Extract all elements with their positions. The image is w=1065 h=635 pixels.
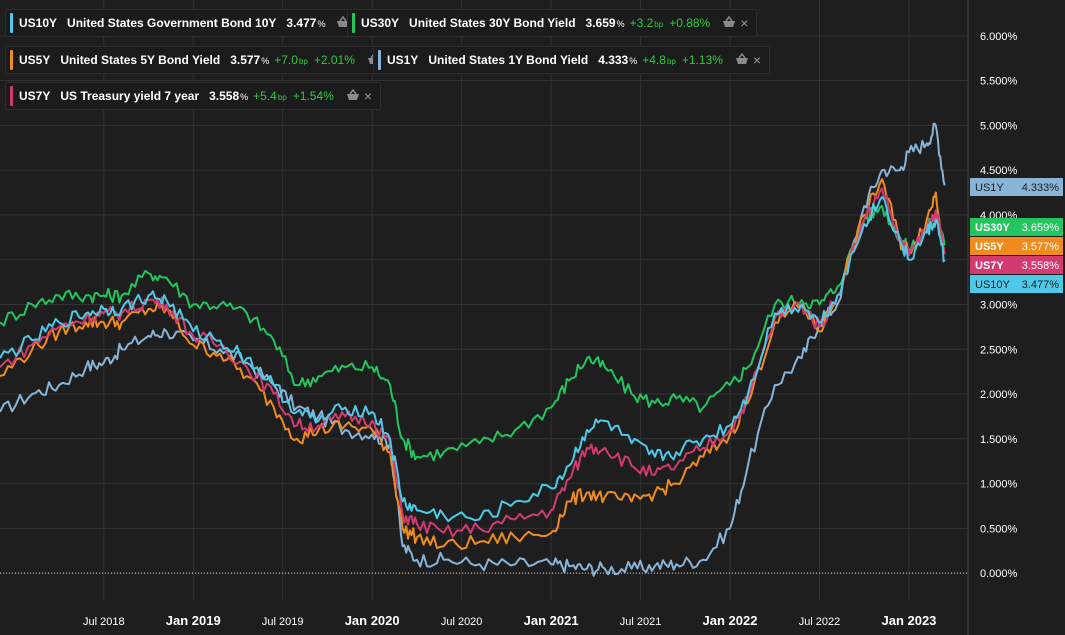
- legend-change-bp: +5.4bp: [253, 89, 287, 103]
- legend-color-swatch: [10, 50, 13, 70]
- y-tick-label: 1.000%: [980, 479, 1018, 491]
- y-tick-label: 2.000%: [980, 389, 1018, 401]
- basket-icon[interactable]: [722, 15, 736, 31]
- legend-color-swatch: [10, 13, 13, 33]
- y-tick-label: 5.500%: [980, 76, 1018, 88]
- legend-change-bp: +3.2bp: [629, 16, 664, 30]
- x-tick-label: Jan 2022: [703, 613, 758, 628]
- legend-price: 3.477%: [286, 16, 326, 30]
- legend-row-us10y[interactable]: US10Y United States Government Bond 10Y 3.…: [5, 9, 372, 37]
- legend-symbol: US5Y: [19, 53, 51, 67]
- series-line-us7y: [0, 187, 946, 538]
- legend-color-swatch: [378, 50, 381, 70]
- x-tick-label: Jul 2020: [441, 616, 483, 628]
- y-tick-label: 3.000%: [980, 299, 1018, 311]
- legend-change-pct: +2.01%: [313, 53, 355, 67]
- series-line-us10y: [0, 196, 946, 523]
- y-axis[interactable]: 0.000% 0.500% 1.000% 1.500% 2.000% 2.500% 3.00…: [980, 31, 1018, 580]
- basket-icon[interactable]: [336, 15, 350, 31]
- series-line-us1y: [0, 122, 946, 577]
- legend-price: 3.577%: [230, 53, 270, 67]
- legend-row-us7y[interactable]: US7Y US Treasury yield 7 year 3.558% +5.4bp…: [5, 82, 381, 110]
- legend-change-bp: +4.8bp: [642, 53, 676, 67]
- price-tag-us5y: [970, 237, 1063, 255]
- y-tick-label: 5.000%: [980, 120, 1018, 132]
- price-tag-us1y: [970, 178, 1063, 196]
- legend-price: 4.333%: [598, 53, 638, 67]
- price-tag-us30y: [970, 218, 1063, 236]
- series-line-us5y: [0, 178, 946, 550]
- price-tag-value: 3.659%: [1022, 222, 1060, 234]
- x-tick-label: Jan 2020: [345, 613, 400, 628]
- y-tick-label: 2.500%: [980, 344, 1018, 356]
- x-tick-label: Jan 2021: [524, 613, 579, 628]
- x-tick-label: Jan 2019: [166, 613, 221, 628]
- y-tick-label: 4.500%: [980, 165, 1018, 177]
- price-tag-value: 3.477%: [1022, 279, 1060, 291]
- legend-symbol: US30Y: [361, 16, 400, 30]
- y-tick-label: 6.000%: [980, 31, 1018, 43]
- legend-change-pct: +1.13%: [681, 53, 723, 67]
- basket-icon[interactable]: [346, 88, 360, 104]
- price-tag-symbol: US30Y: [975, 222, 1011, 234]
- legend-change-bp: +7.0bp: [274, 53, 308, 67]
- legend-row-us30y[interactable]: US30Y United States 30Y Bond Yield 3.659% +…: [347, 9, 758, 37]
- basket-icon[interactable]: [735, 52, 749, 68]
- legend-instrument-name: United States 1Y Bond Yield: [428, 53, 589, 67]
- x-tick-label: Jul 2018: [83, 616, 125, 628]
- x-tick-label: Jan 2023: [881, 613, 936, 628]
- price-tag-value: 4.333%: [1022, 182, 1060, 194]
- x-tick-label: Jul 2019: [262, 616, 304, 628]
- x-tick-label: Jul 2021: [620, 616, 662, 628]
- legend-instrument-name: United States 5Y Bond Yield: [60, 53, 221, 67]
- legend-symbol: US10Y: [19, 16, 58, 30]
- close-icon[interactable]: ×: [740, 15, 749, 31]
- legend-price: 3.659%: [585, 16, 625, 30]
- price-tag-us10y: [970, 275, 1063, 293]
- price-tag-value: 3.577%: [1022, 241, 1060, 253]
- price-tag-symbol: US5Y: [975, 241, 1004, 253]
- price-tag-us7y: [970, 256, 1063, 274]
- legend-instrument-name: United States 30Y Bond Yield: [409, 16, 576, 30]
- legend-change-pct: +1.54%: [292, 89, 334, 103]
- legend-row-us5y[interactable]: US5Y United States 5Y Bond Yield 3.577% +7.…: [5, 46, 403, 74]
- legend-instrument-name: United States Government Bond 10Y: [67, 16, 277, 30]
- y-tick-label: 0.000%: [980, 568, 1018, 580]
- price-tags: US1Y 4.333% US30Y 3.659% US5Y 3.577% US7Y 3.558…: [970, 178, 1063, 293]
- legend-price: 3.558%: [209, 89, 249, 103]
- price-tag-value: 3.558%: [1022, 260, 1060, 272]
- legend-symbol: US7Y: [19, 89, 51, 103]
- legend-color-swatch: [10, 86, 13, 106]
- legend-color-swatch: [352, 13, 355, 33]
- legend-instrument-name: US Treasury yield 7 year: [60, 89, 200, 103]
- close-icon[interactable]: ×: [363, 88, 372, 104]
- x-axis[interactable]: Jul 2018 Jan 2019 Jul 2019 Jan 2020 Jul 2020…: [83, 613, 936, 628]
- series-lines: [0, 122, 946, 577]
- price-tag-symbol: US10Y: [975, 279, 1011, 291]
- series-line-us30y: [0, 205, 946, 462]
- price-tag-symbol: US1Y: [975, 182, 1004, 194]
- y-tick-label: 0.500%: [980, 523, 1018, 535]
- y-tick-label: 1.500%: [980, 434, 1018, 446]
- legend-symbol: US1Y: [387, 53, 419, 67]
- legend-row-us1y[interactable]: US1Y United States 1Y Bond Yield 4.333% +4.…: [373, 46, 771, 74]
- close-icon[interactable]: ×: [752, 52, 762, 68]
- price-tag-symbol: US7Y: [975, 260, 1004, 272]
- legend-change-pct: +0.88%: [669, 16, 711, 30]
- x-tick-label: Jul 2022: [799, 616, 841, 628]
